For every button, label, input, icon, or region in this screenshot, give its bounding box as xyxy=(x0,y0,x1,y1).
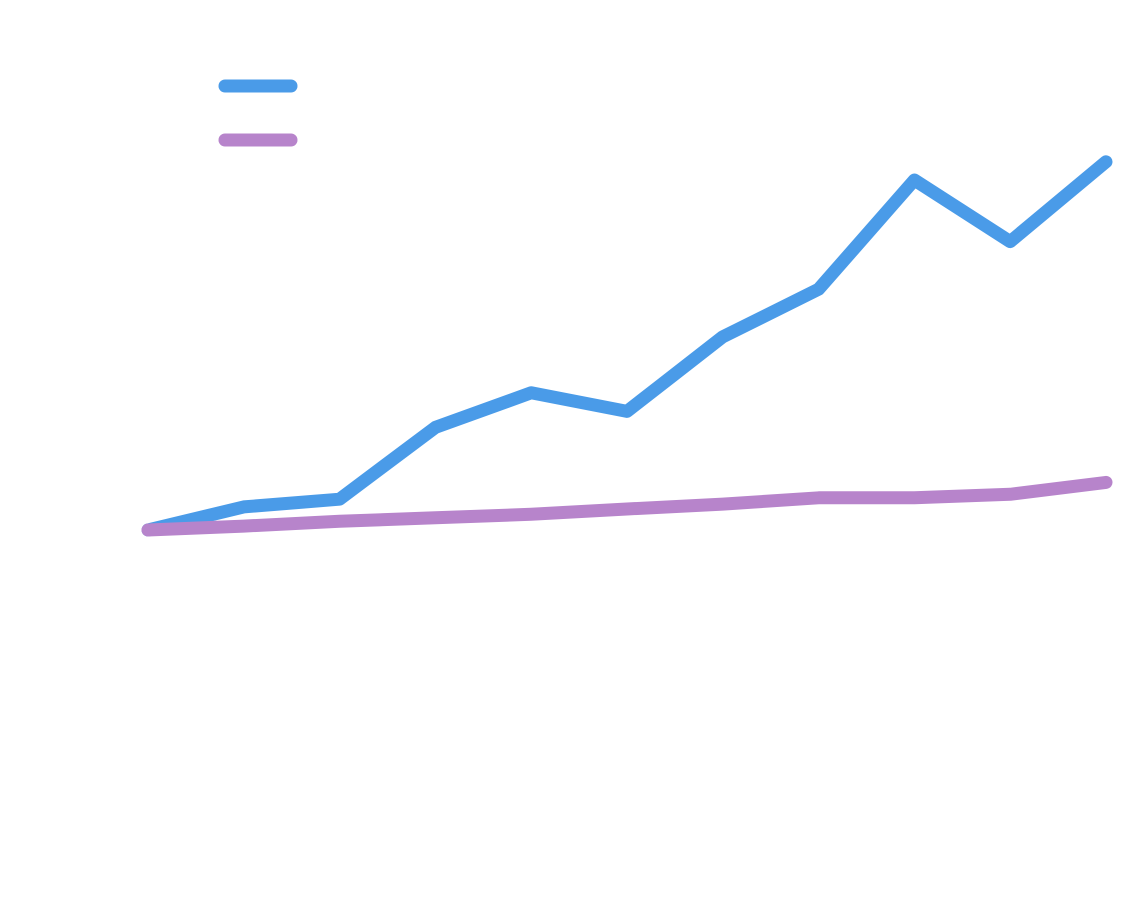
series-line-1 xyxy=(141,155,1113,537)
legend xyxy=(218,79,298,147)
series-line-2 xyxy=(141,475,1113,537)
plot-area xyxy=(141,155,1113,537)
